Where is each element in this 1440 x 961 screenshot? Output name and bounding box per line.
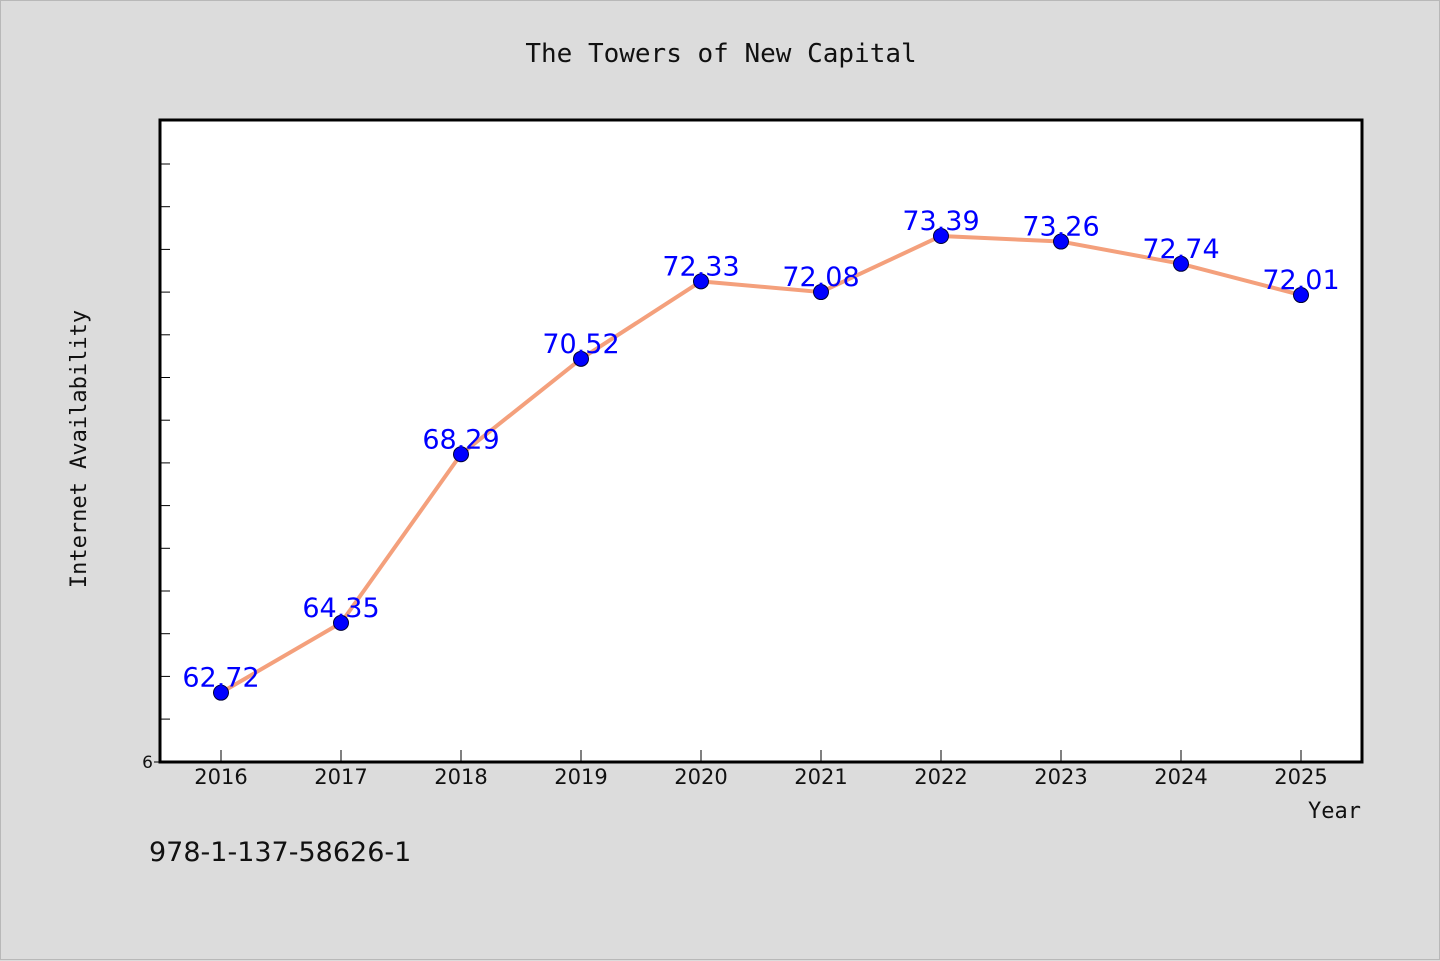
x-tick-label: 2023	[1034, 765, 1087, 789]
data-label: 62.72	[182, 663, 259, 694]
y-axis-label: Internet Availability	[67, 310, 92, 588]
data-point	[693, 273, 709, 290]
data-label: 72.01	[1262, 265, 1339, 296]
x-tick-label: 2017	[314, 765, 367, 789]
data-label: 70.52	[542, 329, 619, 360]
data-label: 73.26	[1022, 212, 1099, 243]
isbn-code: 978-1-137-58626-1	[149, 837, 412, 868]
series-layer	[213, 227, 1309, 701]
x-tick-label: 2024	[1154, 765, 1207, 789]
plot-area	[158, 118, 1364, 764]
data-point	[1053, 233, 1069, 250]
y-tick-label: 6	[142, 753, 153, 773]
x-tick-label: 2019	[554, 765, 607, 789]
x-tick-label: 2016	[194, 765, 247, 789]
series-line	[219, 233, 1303, 695]
data-label: 72.33	[662, 251, 739, 282]
data-label: 68.29	[422, 424, 499, 455]
data-point	[573, 350, 589, 367]
chart-title: The Towers of New Capital	[525, 39, 916, 69]
data-point	[333, 614, 349, 631]
x-tick-label: 2025	[1274, 765, 1327, 789]
data-label-layer: 62.72 64.35 68.29 70.52 72.33 72.08 73.39 73.26…	[182, 206, 1339, 694]
x-tick-label: 2020	[674, 765, 727, 789]
data-label: 73.39	[902, 206, 979, 237]
x-tick-label: 2021	[794, 765, 847, 789]
data-point	[453, 446, 469, 463]
data-point	[1293, 287, 1309, 304]
data-point	[933, 227, 949, 244]
y-axis-ticks	[154, 163, 170, 763]
x-axis-label: Year	[1308, 799, 1361, 824]
x-tick-label: 2022	[914, 765, 967, 789]
x-axis-ticks: 2016 2017 2018 2019 2020 2021 2022 2023 2024 2025	[194, 750, 1328, 789]
data-point	[1173, 255, 1189, 272]
data-point	[213, 684, 229, 701]
data-label: 64.35	[302, 593, 379, 624]
x-tick-label: 2018	[434, 765, 487, 789]
data-label: 72.08	[782, 262, 859, 293]
data-label: 72.74	[1142, 234, 1219, 265]
data-point	[813, 284, 829, 301]
